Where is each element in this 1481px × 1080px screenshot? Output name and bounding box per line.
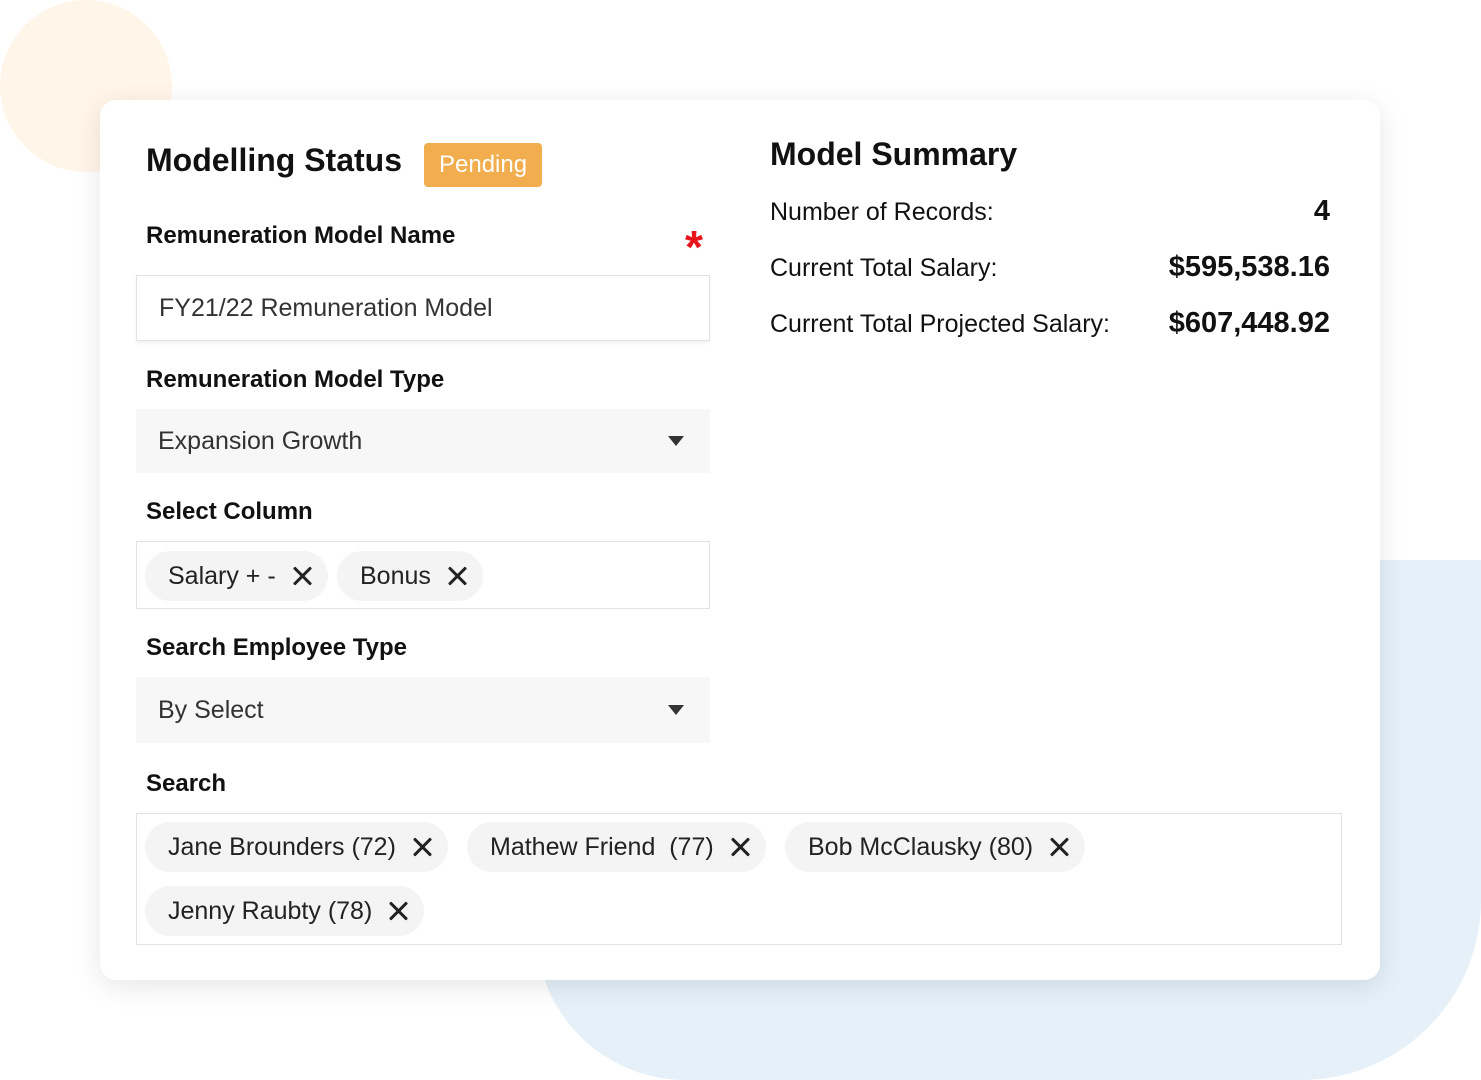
summary-value-records: 4 <box>1313 195 1330 227</box>
tag-label: Salary + - <box>168 561 276 590</box>
remove-tag-icon[interactable] <box>1047 835 1071 859</box>
summary-label-total-salary: Current Total Salary: <box>770 254 998 282</box>
employee-type-selected-value: By Select <box>158 695 264 724</box>
employee-tag: Jenny Raubty (78) <box>145 886 425 936</box>
summary-value-total-salary: $595,538.16 <box>1168 251 1330 283</box>
employee-tag: Jane Brounders (72) <box>145 822 448 872</box>
column-tag-salary: Salary + - <box>145 551 328 601</box>
column-tag-bonus: Bonus <box>337 551 483 601</box>
select-column-box[interactable]: Salary + - Bonus <box>136 541 710 609</box>
chevron-down-icon <box>668 705 684 715</box>
chevron-down-icon <box>668 436 684 446</box>
search-label: Search <box>146 770 227 797</box>
model-type-label: Remuneration Model Type <box>146 366 445 393</box>
employee-type-select[interactable]: By Select <box>136 677 710 743</box>
remove-tag-icon[interactable] <box>410 835 434 859</box>
summary-value-projected-salary: $607,448.92 <box>1168 307 1330 339</box>
tag-label: Bob McClausky (80) <box>808 832 1034 861</box>
model-summary-title: Model Summary <box>770 136 1018 172</box>
tag-label: Jenny Raubty (78) <box>168 896 373 925</box>
status-badge: Pending <box>424 143 543 187</box>
remove-tag-icon[interactable] <box>445 564 469 588</box>
summary-label-records: Number of Records: <box>770 198 994 226</box>
required-asterisk: * <box>685 221 703 273</box>
employee-tag: Bob McClausky (80) <box>785 822 1086 872</box>
summary-label-projected-salary: Current Total Projected Salary: <box>770 310 1110 338</box>
model-name-label: Remuneration Model Name <box>146 222 456 249</box>
modelling-status-title: Modelling Status <box>146 142 402 178</box>
remove-tag-icon[interactable] <box>386 899 410 923</box>
tag-label: Bonus <box>360 561 431 590</box>
tag-label: Mathew Friend (77) <box>490 832 714 861</box>
remove-tag-icon[interactable] <box>728 835 752 859</box>
employee-tag: Mathew Friend (77) <box>467 822 766 872</box>
employee-type-label: Search Employee Type <box>146 634 407 661</box>
model-type-select[interactable]: Expansion Growth <box>136 409 710 473</box>
tag-label: Jane Brounders (72) <box>168 832 396 861</box>
modelling-card: Modelling Status Pending Remuneration Mo… <box>100 100 1380 980</box>
select-column-label: Select Column <box>146 498 313 525</box>
model-type-selected-value: Expansion Growth <box>158 426 363 455</box>
model-name-input[interactable] <box>136 275 710 341</box>
remove-tag-icon[interactable] <box>290 564 314 588</box>
search-tag-box[interactable]: Jane Brounders (72) Mathew Friend (77) B… <box>136 813 1342 945</box>
